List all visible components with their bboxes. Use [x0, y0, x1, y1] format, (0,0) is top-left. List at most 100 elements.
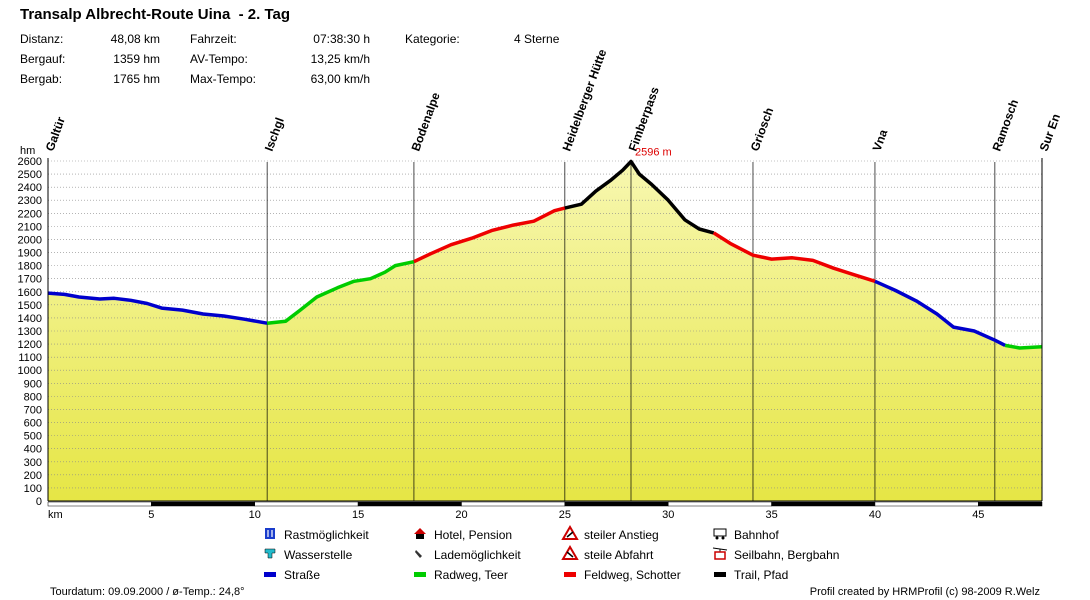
- x-tick-label: 25: [559, 509, 571, 521]
- footer-tour-info: Tourdatum: 09.09.2000 / ø-Temp.: 24,8°: [50, 586, 245, 598]
- x-tick-label: 30: [662, 509, 674, 521]
- profile-segment: [1004, 343, 1043, 350]
- y-tick-label: 1300: [18, 326, 42, 338]
- y-tick-label: 100: [24, 483, 42, 495]
- green-line-icon: [414, 572, 426, 577]
- y-tick-label: 1500: [18, 300, 42, 312]
- steep-descent-icon: [561, 545, 579, 560]
- black-line-icon: [714, 572, 726, 577]
- legend-label-hotel: Hotel, Pension: [434, 528, 513, 542]
- y-tick-label: 900: [24, 378, 42, 390]
- x-band-segment: [667, 501, 772, 507]
- y-tick-label: 2000: [18, 234, 42, 246]
- stat-value-max-speed: 63,00 km/h: [310, 72, 370, 86]
- stat-label-distance: Distanz:: [20, 32, 64, 46]
- water-tap-icon: [264, 548, 276, 559]
- legend-label-train: Bahnhof: [734, 528, 779, 542]
- chart-title: Transalp Albrecht-Route Uina - 2. Tag: [20, 6, 291, 23]
- profile-segment: [266, 259, 415, 325]
- y-tick-label: 800: [24, 391, 42, 403]
- stat-label-ridetime: Fahrzeit:: [190, 32, 237, 46]
- waypoint-label: Sur En: [1037, 112, 1063, 153]
- legend-label-cycleway: Radweg, Teer: [434, 568, 508, 582]
- legend-label-charging: Lademöglichkeit: [434, 548, 521, 562]
- y-tick-label: 1600: [18, 287, 42, 299]
- y-tick-label: 0: [36, 496, 42, 508]
- y-tick-label: 2600: [18, 156, 42, 168]
- stat-value-distance: 48,08 km: [110, 32, 160, 46]
- stat-label-descent: Bergab:: [20, 72, 63, 86]
- x-band-segment: [357, 501, 462, 507]
- red-line-icon: [564, 572, 576, 577]
- y-tick-label: 1800: [18, 261, 42, 273]
- y-tick-label: 2500: [18, 169, 42, 181]
- x-band-segment: [564, 501, 669, 507]
- x-band-segment: [151, 501, 255, 507]
- x-band-segment: [874, 501, 979, 507]
- cutlery-icon: [265, 528, 275, 539]
- waypoint-label: Ramosch: [990, 97, 1022, 153]
- y-tick-label: 700: [24, 404, 42, 416]
- stat-label-avg-speed: AV-Tempo:: [190, 52, 248, 66]
- stat-value-ridetime: 07:38:30 h: [313, 32, 370, 46]
- footer-credit: Profil created by HRMProfil (c) 98-2009 …: [809, 586, 1040, 598]
- y-tick-label: 1900: [18, 248, 42, 260]
- x-tick-label: 5: [148, 509, 154, 521]
- y-tick-label: 2200: [18, 208, 42, 220]
- peak-label: 2596 m: [635, 147, 672, 159]
- legend-label-cablecar: Seilbahn, Bergbahn: [734, 548, 840, 562]
- y-tick-label: 2400: [18, 182, 42, 194]
- x-band-segment: [771, 501, 876, 507]
- stat-value-ascent: 1359 hm: [113, 52, 160, 66]
- waypoint-label: Heidelberger Hütte: [560, 47, 610, 153]
- y-tick-label: 1100: [18, 352, 42, 364]
- profile-segment: [874, 279, 1006, 347]
- steep-climb-icon: [561, 525, 579, 540]
- charging-icon: [415, 550, 422, 558]
- waypoint-label: Fimberpass: [626, 85, 662, 153]
- waypoint-label: Ischgl: [262, 116, 287, 153]
- waypoint-label: Galtür: [43, 115, 68, 153]
- stat-label-max-speed: Max-Tempo:: [190, 72, 257, 86]
- y-tick-label: 1000: [18, 365, 42, 377]
- x-band-segment: [461, 501, 566, 507]
- x-tick-label: 35: [765, 509, 777, 521]
- x-tick-label: 45: [972, 509, 984, 521]
- x-band-segment: [254, 501, 359, 507]
- x-tick-label: 15: [352, 509, 364, 521]
- x-tick-label: 10: [249, 509, 261, 521]
- x-band-segment: [978, 501, 1043, 507]
- y-tick-label: 1700: [18, 274, 42, 286]
- x-tick-label: 20: [455, 509, 467, 521]
- y-tick-label: 1200: [18, 339, 42, 351]
- y-tick-label: 600: [24, 418, 42, 430]
- stat-value-category: 4 Sterne: [514, 32, 560, 46]
- y-tick-label: 2300: [18, 195, 42, 207]
- train-icon: [713, 528, 727, 540]
- blue-line-icon: [264, 572, 276, 577]
- stat-value-avg-speed: 13,25 km/h: [310, 52, 370, 66]
- y-tick-label: 200: [24, 470, 42, 482]
- legend-label-gravel: Feldweg, Schotter: [584, 568, 681, 582]
- y-axis-label: hm: [20, 145, 35, 157]
- legend-label-rest: Rastmöglichkeit: [284, 528, 369, 542]
- profile-segment: [564, 159, 715, 235]
- x-axis-label: km: [48, 509, 63, 521]
- y-tick-label: 2100: [18, 221, 42, 233]
- profile-segment: [413, 206, 566, 264]
- y-tick-label: 300: [24, 457, 42, 469]
- legend-label-steep-descent: steile Abfahrt: [584, 548, 654, 562]
- legend-label-water: Wasserstelle: [284, 548, 353, 562]
- cablecar-icon: [712, 547, 728, 560]
- y-tick-label: 500: [24, 431, 42, 443]
- legend-label-steep-climb: steiler Anstieg: [584, 528, 659, 542]
- waypoint-label: Griosch: [748, 106, 777, 153]
- waypoint-label: Bodenalpe: [409, 90, 443, 153]
- waypoint-label: Vna: [870, 127, 891, 153]
- profile-segment: [47, 291, 268, 325]
- profile-segment: [712, 231, 876, 283]
- y-tick-label: 400: [24, 444, 42, 456]
- legend-label-trail: Trail, Pfad: [734, 568, 789, 582]
- y-tick-label: 1400: [18, 313, 42, 325]
